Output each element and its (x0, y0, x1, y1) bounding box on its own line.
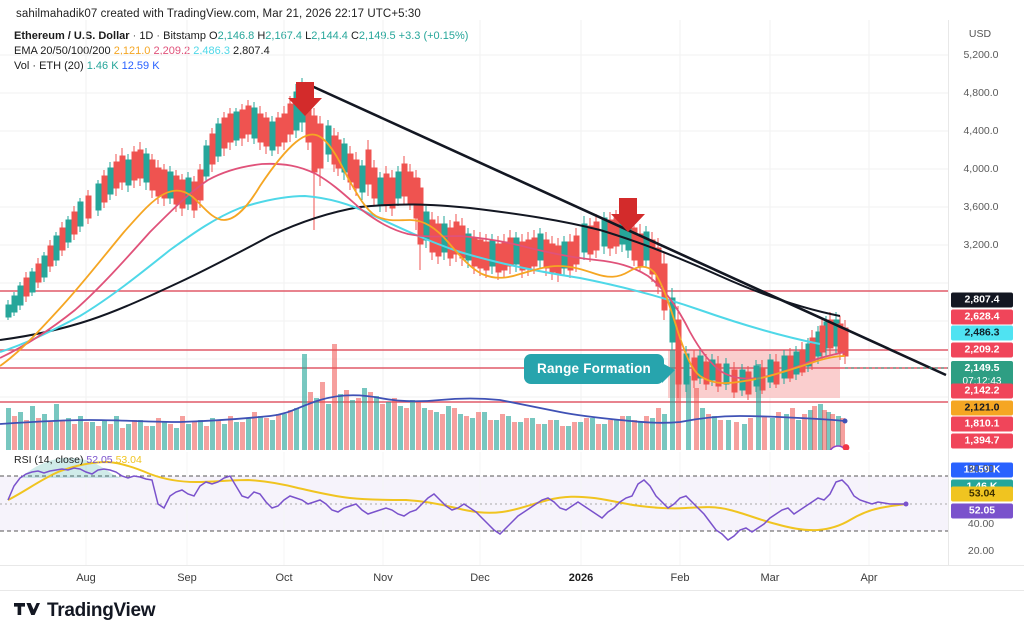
rsi-value: 52.05 (86, 454, 113, 466)
price-scale[interactable]: USD 5,200.0 4,800.0 4,400.0 4,000.0 3,60… (948, 20, 1024, 565)
legend-symbol[interactable]: Ethereum / U.S. Dollar (14, 30, 130, 42)
ohlc-open-value: 2,146.8 (217, 30, 255, 42)
rsi-endpoint (903, 501, 909, 507)
rsi-line (7, 467, 906, 541)
ohlc-change-percent: (+0.15%) (423, 30, 469, 42)
ema50-price-pill[interactable]: 2,209.2 (951, 342, 1013, 358)
time-label: Feb (670, 572, 690, 584)
ohlc-high-label: H (257, 30, 266, 42)
ema50-line (0, 162, 846, 380)
ohlc-low-value: 2,144.4 (311, 30, 348, 42)
footer-branding[interactable]: TradingView (14, 600, 156, 622)
ema200-price-pill[interactable]: 2,807.4 (951, 292, 1013, 308)
legend-symbol-row[interactable]: Ethereum / U.S. Dollar · 1D · Bitstamp O… (14, 30, 469, 42)
ema100-value: 2,486.3 (193, 45, 230, 57)
ema20-line (0, 133, 846, 384)
rsi-ma-pill[interactable]: 53.04 (951, 486, 1013, 502)
time-label: Dec (470, 572, 490, 584)
time-label: Aug (76, 572, 96, 584)
rsi-value-pill[interactable]: 52.05 (951, 503, 1013, 519)
time-scale[interactable]: Aug Sep Oct Nov Dec 2026 Feb Mar Apr (0, 565, 1024, 591)
rsi-pane[interactable]: RSI (14, close) 52.05 53.04 (0, 452, 948, 565)
volume-ma-line (0, 394, 846, 425)
range-top-price-pill[interactable]: 2,142.2 (951, 383, 1013, 399)
ema100-price-pill[interactable]: 2,486.3 (951, 325, 1013, 341)
time-label: Nov (373, 572, 393, 584)
down-arrow-marker-2[interactable] (611, 198, 645, 232)
support-price-pill[interactable]: 1,394.7 (951, 433, 1013, 449)
candlestick-series[interactable] (5, 78, 849, 400)
last-price-value: 2,149.5 (964, 362, 1000, 374)
ohlc-close-value: 2,149.5 (358, 30, 396, 42)
price-tick: 5,200.0 (963, 49, 999, 61)
rsi-legend[interactable]: RSI (14, close) 52.05 53.04 (14, 454, 142, 466)
down-arrow-marker-1[interactable] (288, 82, 322, 116)
volume-series-svg[interactable] (0, 320, 948, 450)
price-tick: 4,400.0 (963, 125, 999, 137)
range-low-price-pill[interactable]: 1,810.1 (951, 416, 1013, 432)
time-label-year: 2026 (568, 572, 594, 584)
volume-ma-endpoint (842, 418, 848, 424)
ema20-value: 2,121.0 (113, 45, 151, 57)
bar-countdown: 07:12:43 (962, 376, 1002, 387)
rsi-tick: 40.00 (967, 518, 995, 530)
time-label: Mar (760, 572, 780, 584)
legend-volume-row[interactable]: Vol · ETH (20) 1.46 K 12.59 K (14, 59, 468, 74)
volume-ma-value: 12.59 K (121, 60, 160, 72)
volume-bars-down (12, 340, 845, 450)
price-tick: 4,800.0 (963, 87, 999, 99)
ohlc-low-label: L (305, 30, 312, 42)
rsi-chart-svg (0, 452, 948, 565)
ema200-line (0, 203, 841, 341)
attribution-text: sahilmahadik07 created with TradingView.… (16, 8, 421, 20)
ohlc-close-label: C (350, 30, 359, 42)
tradingview-logo-icon (14, 602, 40, 615)
ema50-value: 2,209.2 (153, 45, 191, 57)
lightning-alert-icon[interactable] (826, 441, 852, 450)
price-pane[interactable]: Range Formation (0, 20, 948, 450)
volume-value: 1.46 K (86, 60, 119, 72)
time-label: Apr (860, 572, 878, 584)
rsi-tick: 80.00 (967, 463, 995, 475)
ema20-price-pill[interactable]: 2,121.0 (951, 400, 1013, 416)
volume-ma-pill[interactable]: 12.59 K (951, 462, 1013, 478)
ohlc-open-label: O (209, 30, 218, 42)
price-scale-unit: USD (968, 28, 992, 40)
ema200-value: 2,807.4 (233, 45, 270, 57)
tradingview-wordmark: TradingView (47, 600, 156, 621)
volume-title: Vol · ETH (20) (14, 60, 84, 72)
rsi-tick: 20.00 (967, 545, 995, 557)
range-formation-callout[interactable]: Range Formation (524, 354, 676, 384)
price-tick: 4,000.0 (963, 163, 999, 175)
legend-interval[interactable]: 1D (139, 30, 154, 42)
price-tick: 3,600.0 (963, 201, 999, 213)
price-tick: 3,200.0 (963, 239, 999, 251)
time-label: Oct (275, 572, 293, 584)
resistance-price-pill[interactable]: 2,628.4 (951, 309, 1013, 325)
time-label: Sep (177, 572, 197, 584)
alert-badge[interactable] (826, 441, 852, 450)
rsi-title: RSI (14, close) (14, 454, 84, 466)
volume-bars-up (6, 350, 841, 450)
chart-legend: Ethereum / U.S. Dollar · 1D · Bitstamp O… (14, 29, 468, 74)
rsi-ma-value: 53.04 (115, 454, 142, 466)
legend-ema-row[interactable]: EMA 20/50/100/200 2,121.0 2,209.2 2,486.… (14, 44, 468, 59)
price-chart-svg (0, 20, 948, 450)
legend-exchange[interactable]: Bitstamp (163, 30, 206, 42)
rsi-ma-line (7, 460, 907, 532)
ohlc-change: +3.3 (398, 30, 421, 42)
